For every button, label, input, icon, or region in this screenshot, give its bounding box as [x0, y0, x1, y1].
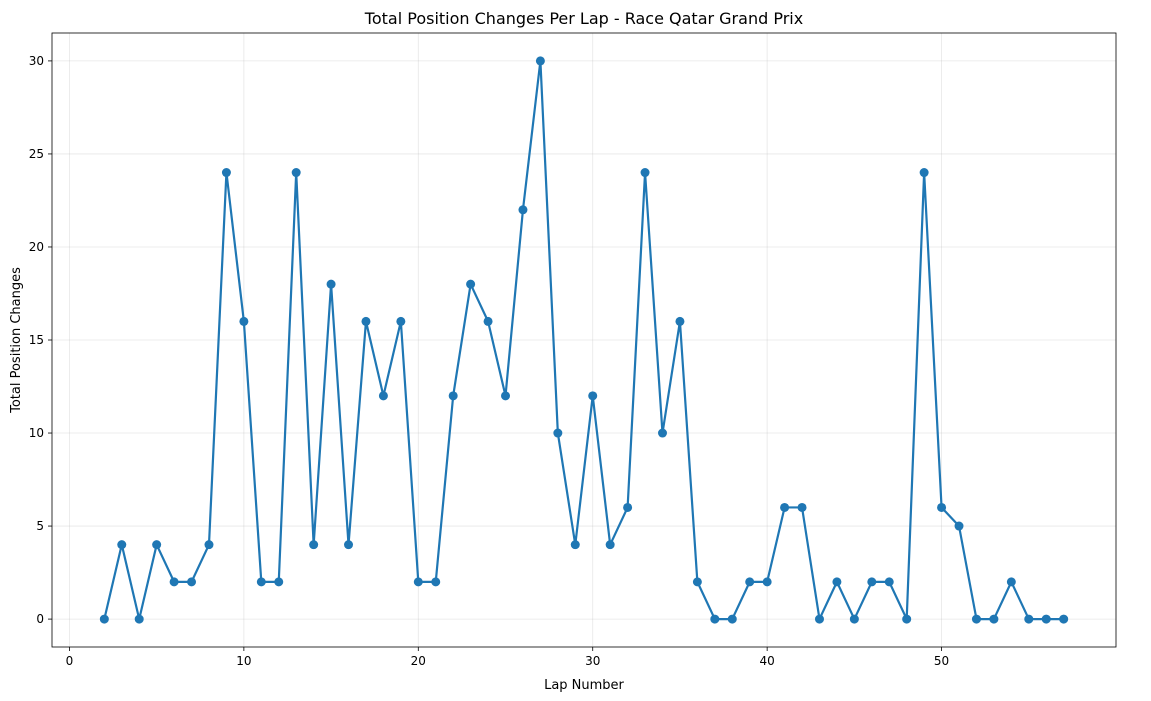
data-point — [448, 391, 458, 401]
data-point — [605, 540, 615, 550]
data-point — [553, 428, 563, 438]
data-point — [152, 540, 162, 550]
data-point — [971, 614, 981, 624]
x-tick-label: 30 — [585, 654, 600, 668]
data-point — [570, 540, 580, 550]
x-axis-label: Lap Number — [544, 678, 624, 693]
data-point — [640, 168, 650, 178]
y-tick-label: 15 — [29, 333, 44, 347]
data-point — [466, 279, 476, 289]
data-point — [221, 168, 231, 178]
x-tick-label: 0 — [66, 654, 74, 668]
chart-title: Total Position Changes Per Lap - Race Qa… — [364, 9, 803, 28]
data-point — [797, 502, 807, 512]
y-tick-label: 20 — [29, 240, 44, 254]
data-point — [535, 56, 545, 66]
data-point — [937, 502, 947, 512]
data-point — [710, 614, 720, 624]
y-tick-label: 25 — [29, 147, 44, 161]
data-point — [1024, 614, 1034, 624]
data-point — [954, 521, 964, 531]
data-point — [867, 577, 877, 587]
data-point — [99, 614, 109, 624]
y-axis-label: Total Position Changes — [9, 267, 24, 414]
data-point — [187, 577, 197, 587]
data-point — [518, 205, 528, 215]
x-tick-label: 20 — [411, 654, 426, 668]
data-point — [832, 577, 842, 587]
data-point — [396, 316, 406, 326]
data-point — [117, 540, 127, 550]
data-point — [309, 540, 319, 550]
grid — [52, 33, 1116, 647]
x-tick-label: 50 — [934, 654, 949, 668]
x-tick-label: 10 — [236, 654, 251, 668]
data-point — [780, 502, 790, 512]
data-point — [413, 577, 423, 587]
data-point — [239, 316, 249, 326]
data-point — [326, 279, 336, 289]
data-point — [431, 577, 441, 587]
data-point — [291, 168, 301, 178]
data-point — [204, 540, 214, 550]
data-point — [623, 502, 633, 512]
data-point — [727, 614, 737, 624]
data-point — [762, 577, 772, 587]
data-point — [814, 614, 824, 624]
y-tick-label: 5 — [36, 519, 44, 533]
data-point — [378, 391, 388, 401]
data-point — [169, 577, 179, 587]
plot-frame — [51, 32, 1117, 648]
data-point — [588, 391, 598, 401]
y-tick-label: 0 — [36, 612, 44, 626]
data-point — [919, 168, 929, 178]
y-tick-label: 30 — [29, 54, 44, 68]
data-point — [256, 577, 266, 587]
x-tick-label: 40 — [760, 654, 775, 668]
axis-ticks: 0 10 20 30 40 50 0 5 10 15 20 25 30 — [29, 54, 949, 668]
data-point — [344, 540, 354, 550]
data-point — [501, 391, 511, 401]
data-point — [884, 577, 894, 587]
data-point — [675, 316, 685, 326]
y-tick-label: 10 — [29, 426, 44, 440]
data-point — [849, 614, 859, 624]
data-point — [745, 577, 755, 587]
data-point — [692, 577, 702, 587]
data-point — [989, 614, 999, 624]
data-point — [1041, 614, 1051, 624]
data-point — [361, 316, 371, 326]
data-point — [657, 428, 667, 438]
data-point — [1006, 577, 1016, 587]
data-point — [134, 614, 144, 624]
data-points — [99, 56, 1069, 624]
data-point — [1059, 614, 1069, 624]
data-point — [274, 577, 284, 587]
data-point — [483, 316, 493, 326]
data-point — [902, 614, 912, 624]
